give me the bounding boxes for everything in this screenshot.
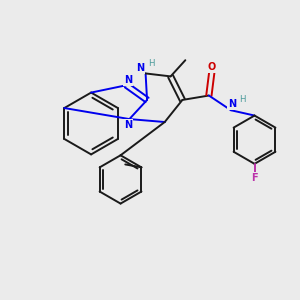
Text: O: O xyxy=(208,62,216,72)
Text: H: H xyxy=(148,58,154,68)
Text: N: N xyxy=(124,75,132,85)
Text: N: N xyxy=(228,99,236,109)
Text: N: N xyxy=(124,120,132,130)
Text: H: H xyxy=(239,95,245,104)
Text: N: N xyxy=(136,63,144,73)
Text: F: F xyxy=(251,173,258,183)
